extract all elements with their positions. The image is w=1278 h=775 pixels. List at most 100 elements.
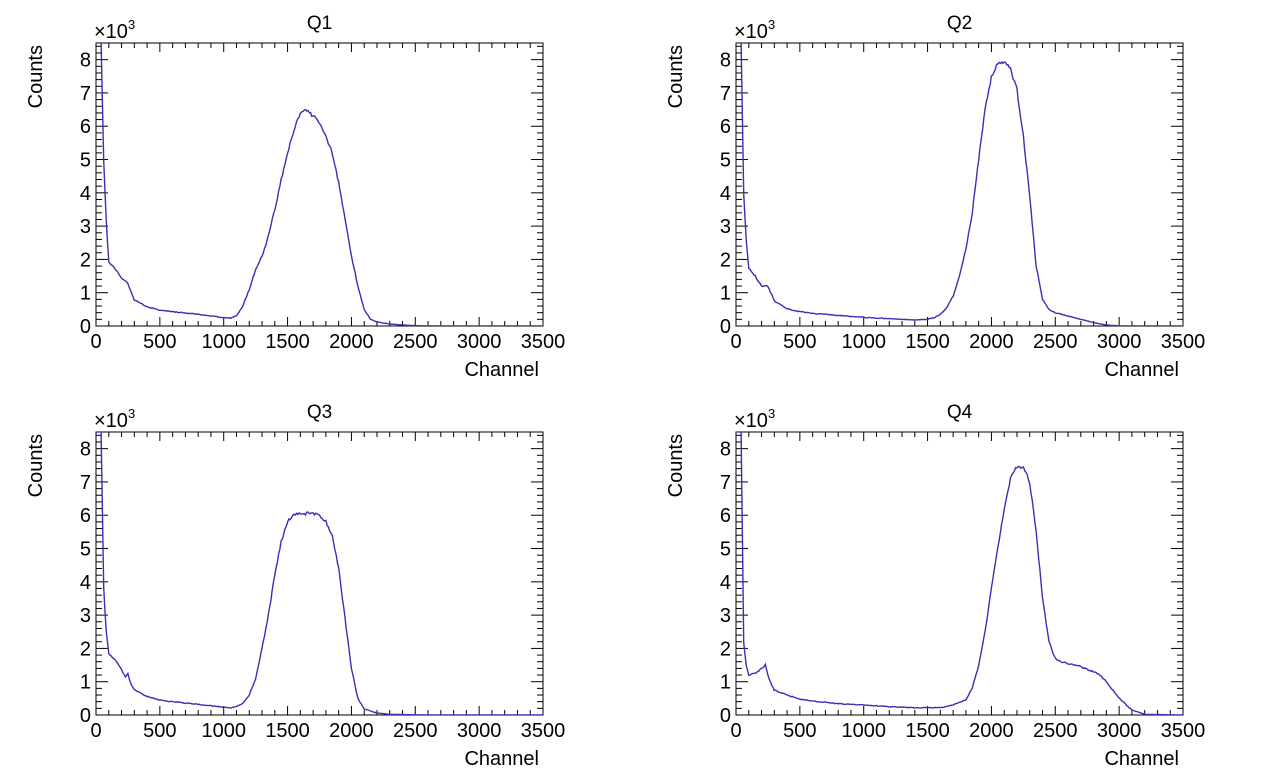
x-tick-label: 0 (730, 331, 741, 353)
y-tick-label: 7 (720, 472, 731, 494)
y-tick-label: 7 (80, 472, 91, 494)
x-tick-label: 2500 (1033, 720, 1078, 742)
y-tick-label: 0 (720, 705, 731, 727)
x-tick-label: 3500 (521, 720, 566, 742)
y-multiplier-label: ×103 (734, 406, 775, 432)
x-tick-label: 2000 (329, 331, 374, 353)
x-tick-label: 3000 (457, 331, 502, 353)
y-tick-label: 8 (720, 50, 731, 72)
y-tick-label: 2 (80, 638, 91, 660)
y-tick-label: 4 (720, 572, 731, 594)
x-tick-label: 500 (783, 331, 816, 353)
x-tick-label: 2000 (969, 720, 1014, 742)
y-multiplier-exponent: 3 (768, 406, 775, 421)
histogram-panel-1: 0 500 1000 1500 2000 2500 3000 3500 0 1 2 3 4 5 6 7 8×10… (25, 13, 565, 381)
y-tick-label: 6 (80, 116, 91, 138)
y-tick-label: 6 (720, 505, 731, 527)
y-multiplier-label: ×103 (94, 17, 135, 43)
y-tick-label: 5 (80, 150, 91, 172)
x-tick-label: 2000 (329, 720, 374, 742)
y-axis-title: Counts (665, 434, 687, 497)
y-tick-label: 4 (80, 572, 91, 594)
x-tick-label: 0 (90, 331, 101, 353)
y-tick-label: 8 (80, 50, 91, 72)
x-tick-label: 1000 (201, 720, 246, 742)
y-multiplier-exponent: 3 (128, 17, 135, 32)
plot-frame (95, 431, 544, 716)
x-tick-label: 3000 (1097, 720, 1142, 742)
x-tick-label: 500 (143, 331, 176, 353)
x-tick-label: 1500 (905, 720, 950, 742)
x-tick-label: 0 (730, 720, 741, 742)
y-tick-label: 5 (720, 539, 731, 561)
panel-title: Q1 (307, 13, 332, 34)
x-axis-title: Channel (464, 748, 539, 770)
y-tick-label: 0 (720, 316, 731, 338)
y-tick-label: 1 (720, 672, 731, 694)
x-tick-label: 500 (783, 720, 816, 742)
plot-frame (95, 42, 544, 327)
y-tick-label: 2 (720, 249, 731, 271)
x-axis-title: Channel (464, 359, 539, 381)
x-tick-label: 3500 (1161, 331, 1206, 353)
histogram-panel-3: 0 500 1000 1500 2000 2500 3000 3500 0 1 2 3 4 5 6 7 8×10… (25, 402, 565, 770)
x-tick-label: 1500 (905, 331, 950, 353)
y-tick-label: 7 (80, 83, 91, 105)
y-multiplier-exponent: 3 (128, 406, 135, 421)
x-tick-label: 500 (143, 720, 176, 742)
x-tick-label: 1000 (841, 331, 886, 353)
x-tick-label: 3500 (1161, 720, 1206, 742)
y-multiplier-label: ×103 (734, 17, 775, 43)
x-tick-label: 0 (90, 720, 101, 742)
y-tick-label: 7 (720, 83, 731, 105)
x-tick-label: 2500 (393, 331, 438, 353)
histogram-panel-2: 0 500 1000 1500 2000 2500 3000 3500 0 1 2 3 4 5 6 7 8×10… (665, 13, 1205, 381)
panel-title: Q4 (947, 402, 973, 423)
histogram-series-line (97, 43, 543, 326)
y-axis-title: Counts (25, 434, 47, 497)
histogram-series-line (96, 432, 543, 715)
histogram-panel-4: 0 500 1000 1500 2000 2500 3000 3500 0 1 2 3 4 5 6 7 8×10… (665, 402, 1205, 770)
x-tick-label: 2500 (1033, 331, 1078, 353)
y-axis-title: Counts (665, 45, 687, 108)
y-tick-label: 1 (80, 283, 91, 305)
y-tick-label: 5 (80, 539, 91, 561)
plot-frame (735, 431, 1184, 716)
y-tick-label: 6 (720, 116, 731, 138)
x-tick-label: 1000 (201, 331, 246, 353)
y-tick-label: 2 (80, 249, 91, 271)
x-tick-label: 1000 (841, 720, 886, 742)
y-tick-label: 8 (80, 439, 91, 461)
y-tick-label: 3 (80, 216, 91, 238)
y-tick-label: 3 (80, 605, 91, 627)
y-tick-label: 3 (720, 605, 731, 627)
histogram-series-line (736, 43, 1183, 326)
x-tick-label: 2500 (393, 720, 438, 742)
x-tick-label: 3000 (457, 720, 502, 742)
panel-title: Q3 (307, 402, 332, 423)
y-tick-label: 3 (720, 216, 731, 238)
y-tick-label: 6 (80, 505, 91, 527)
histogram-series-line (736, 432, 1183, 715)
x-tick-label: 3500 (521, 331, 566, 353)
plot-frame (735, 42, 1184, 327)
y-tick-label: 4 (720, 183, 731, 205)
y-tick-label: 1 (720, 283, 731, 305)
x-tick-label: 1500 (265, 720, 310, 742)
y-axis-title: Counts (25, 45, 47, 108)
y-tick-label: 8 (720, 439, 731, 461)
x-tick-label: 1500 (265, 331, 310, 353)
y-tick-label: 5 (720, 150, 731, 172)
panel-title: Q2 (947, 13, 972, 34)
y-multiplier-exponent: 3 (768, 17, 775, 32)
x-axis-title: Channel (1104, 359, 1179, 381)
y-tick-label: 0 (80, 705, 91, 727)
x-axis-title: Channel (1104, 748, 1179, 770)
y-multiplier-label: ×103 (94, 406, 135, 432)
y-tick-label: 1 (80, 672, 91, 694)
y-tick-label: 2 (720, 638, 731, 660)
x-tick-label: 3000 (1097, 331, 1142, 353)
y-tick-label: 0 (80, 316, 91, 338)
x-tick-label: 2000 (969, 331, 1014, 353)
